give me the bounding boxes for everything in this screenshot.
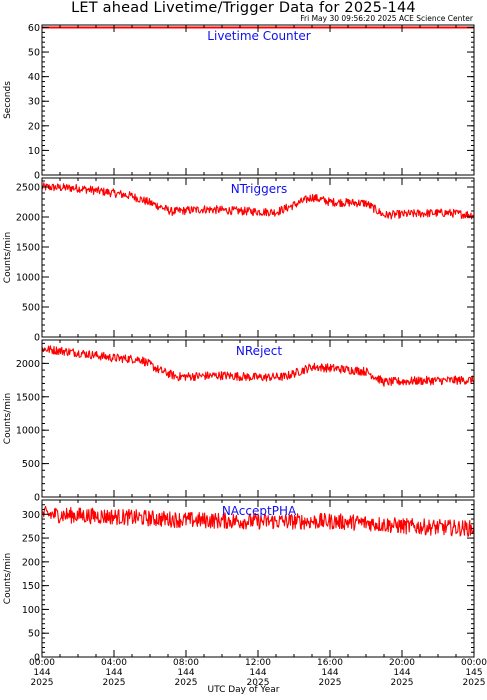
y-tick-label: 2500: [16, 183, 40, 194]
x-tick-label-year: 2025: [175, 678, 198, 688]
panel-label: NAcceptPHA: [222, 504, 297, 518]
y-tick-label: 250: [22, 534, 40, 545]
series-line-nacceptpha: [41, 505, 475, 537]
x-tick-label-time: 16:00: [317, 658, 343, 668]
y-axis-label: Counts/min: [3, 232, 13, 283]
x-tick-label-time: 12:00: [245, 658, 271, 668]
y-tick-label: 150: [22, 581, 40, 592]
panel-label: NReject: [236, 344, 282, 358]
chart-title: LET ahead Livetime/Trigger Data for 2025…: [71, 0, 416, 16]
x-tick-label-year: 2025: [319, 678, 342, 688]
series-line-nreject: [41, 345, 475, 387]
x-tick-label-year: 2025: [103, 678, 126, 688]
y-tick-label: 500: [22, 303, 40, 314]
y-tick-label: 1000: [16, 426, 40, 437]
x-tick-label-doy: 144: [321, 668, 338, 678]
y-tick-label: 50: [28, 48, 40, 59]
y-tick-label: 20: [28, 121, 40, 132]
y-tick-label: 0: [34, 171, 40, 182]
y-tick-label: 300: [22, 510, 40, 521]
y-tick-label: 0: [34, 333, 40, 344]
y-tick-label: 2000: [16, 213, 40, 224]
x-tick-label-doy: 144: [177, 668, 194, 678]
x-tick-label-time: 04:00: [101, 658, 127, 668]
x-tick-label-doy: 144: [249, 668, 266, 678]
x-tick-label-year: 2025: [31, 678, 54, 688]
x-tick-label-time: 08:00: [173, 658, 199, 668]
y-tick-label: 50: [28, 629, 40, 640]
x-tick-label-time: 20:00: [389, 658, 415, 668]
y-axis-label: Counts/min: [3, 393, 13, 444]
y-tick-label: 30: [28, 97, 40, 108]
y-tick-label: 1500: [16, 243, 40, 254]
generation-timestamp: Fri May 30 09:56:20 2025 ACE Science Cen…: [300, 14, 473, 23]
x-tick-label-doy: 144: [33, 668, 50, 678]
panel-label: NTriggers: [231, 182, 288, 196]
x-tick-label-year: 2025: [391, 678, 414, 688]
y-tick-label: 0: [34, 493, 40, 504]
y-axis-label: Counts/min: [3, 553, 13, 604]
series-line-ntriggers: [41, 182, 475, 220]
y-tick-label: 60: [28, 23, 40, 34]
y-tick-label: 1500: [16, 392, 40, 403]
y-tick-label: 2000: [16, 359, 40, 370]
y-tick-label: 500: [22, 459, 40, 470]
y-axis-label: Seconds: [3, 81, 13, 119]
y-tick-label: 0: [34, 653, 40, 664]
x-tick-label-doy: 144: [393, 668, 410, 678]
panel-label: Livetime Counter: [207, 29, 310, 43]
panel-frame-2: [41, 177, 475, 338]
x-tick-label-time: 00:00: [461, 658, 487, 668]
x-tick-label-doy: 145: [465, 668, 482, 678]
y-tick-label: 200: [22, 557, 40, 568]
x-tick-label-time: 00:00: [29, 658, 55, 668]
panel-frame-1: [41, 24, 475, 176]
x-axis-label: UTC Day of Year: [207, 685, 280, 695]
y-tick-label: 40: [28, 72, 40, 83]
x-tick-label-doy: 144: [105, 668, 122, 678]
panel-frame-3: [41, 339, 475, 498]
x-tick-label-year: 2025: [247, 678, 270, 688]
y-tick-label: 10: [28, 146, 40, 157]
y-tick-label: 1000: [16, 273, 40, 284]
x-tick-label-year: 2025: [463, 678, 486, 688]
y-tick-label: 100: [22, 605, 40, 616]
